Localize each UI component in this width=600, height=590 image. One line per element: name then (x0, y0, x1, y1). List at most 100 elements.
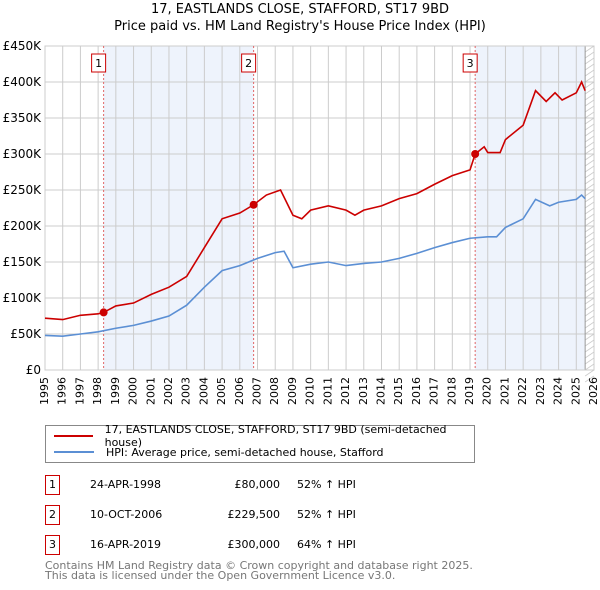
hatch-line (584, 261, 595, 269)
x-tick-label: 2000 (127, 377, 140, 405)
hatch-line (584, 99, 595, 107)
hatch-line (584, 153, 595, 161)
x-tick-label: 2024 (552, 377, 565, 405)
x-tick-label: 2014 (374, 377, 387, 405)
x-tick-label: 2012 (339, 377, 352, 405)
hatch-line (584, 309, 595, 317)
hatch-line (584, 207, 595, 215)
hatch-line (584, 339, 595, 347)
sale-marker-box (91, 53, 107, 73)
hatch-line (584, 243, 595, 251)
chart-subtitle: Price paid vs. HM Land Registry's House … (114, 19, 486, 34)
sale-marker-label: 1 (95, 57, 102, 70)
hatch-line (584, 297, 595, 305)
hatch-line (584, 117, 595, 125)
x-tick-label: 2004 (197, 377, 210, 405)
y-tick-label: £150K (3, 255, 43, 269)
x-tick-label: 1996 (56, 377, 69, 405)
y-tick-label: £250K (3, 183, 43, 197)
hatch-line (584, 45, 595, 53)
x-tick-label: 2019 (463, 377, 476, 405)
x-tick-label: 2017 (428, 377, 441, 405)
sale-marker-label: 3 (467, 57, 474, 70)
footer: Contains HM Land Registry data © Crown c… (45, 559, 473, 582)
hatch-line (584, 57, 595, 65)
hatch-line (584, 237, 595, 245)
sale-point (249, 200, 258, 209)
hatch-line (584, 333, 595, 341)
property-line (44, 80, 586, 321)
hatch-line (584, 225, 595, 233)
hatch-line (584, 267, 595, 275)
hatch-line (584, 249, 595, 257)
hatch-line (584, 195, 595, 203)
hatch-line (584, 135, 595, 143)
y-tick-label: £450K (3, 39, 43, 53)
y-tick-label: £50K (10, 327, 42, 341)
hatch-line (584, 171, 595, 179)
x-tick-label: 2003 (180, 377, 193, 405)
hatch-line (584, 369, 595, 377)
legend: 17, EASTLANDS CLOSE, STAFFORD, ST17 9BD … (45, 423, 475, 463)
x-tick-label: 2013 (357, 377, 370, 405)
y-tick-label: £200K (3, 219, 43, 233)
hatch-line (584, 315, 595, 323)
hatch-line (584, 141, 595, 149)
hatch-line (584, 177, 595, 185)
hatch-line (584, 357, 595, 365)
x-tick-label: 2008 (268, 377, 281, 405)
hatch-line (584, 93, 595, 101)
hatch-line (584, 87, 595, 95)
x-tick-label: 2009 (286, 377, 299, 405)
x-tick-label: 2018 (445, 377, 458, 405)
hatch-line (584, 147, 595, 155)
x-tick-label: 1999 (109, 377, 122, 405)
x-tick-label: 2010 (304, 377, 317, 405)
hatch-line (584, 327, 595, 335)
y-tick-label: £100K (3, 291, 43, 305)
y-tick-label: £350K (3, 111, 43, 125)
hatch-line (584, 231, 595, 239)
hatch-line (584, 291, 595, 299)
hatch-line (584, 255, 595, 263)
sale-marker-box (241, 53, 257, 73)
x-tick-label: 2026 (587, 377, 600, 405)
hatch-line (584, 165, 595, 173)
x-tick-label: 2006 (233, 377, 246, 405)
hatch-line (584, 51, 595, 59)
hatch-line (584, 123, 595, 131)
hatch-line (584, 105, 595, 113)
shaded-region (103, 46, 254, 370)
hatch-line (584, 189, 595, 197)
legend-swatch-hpi (54, 451, 94, 453)
price-chart: 1995 1996 1997 1998 1999 2000 2001 2002 2003 2004… (3, 39, 600, 405)
x-tick-label: 2021 (498, 377, 511, 405)
x-tick-label: 2023 (534, 377, 547, 405)
hatch-line (584, 273, 595, 281)
sale-marker-label: 2 (245, 57, 252, 70)
legend-property: 17, EASTLANDS CLOSE, STAFFORD, ST17 9BD … (104, 423, 447, 449)
legend-hpi: HPI: Average price, semi-detached house,… (106, 445, 384, 459)
x-tick-label: 2002 (162, 377, 175, 405)
x-tick-label: 2016 (410, 377, 423, 405)
hatch-line (584, 183, 595, 191)
hatch-line (584, 159, 595, 167)
x-tick-label: 2007 (251, 377, 264, 405)
hatch-line (584, 75, 595, 83)
x-tick-label: 2022 (516, 377, 529, 405)
y-tick-label: £300K (3, 147, 43, 161)
x-tick-label: 2005 (215, 377, 228, 405)
hatch-line (584, 351, 595, 359)
plot-frame (44, 45, 595, 371)
sale-marker-box (462, 53, 478, 73)
chart-title: 17, EASTLANDS CLOSE, STAFFORD, ST17 9BD (150, 2, 450, 17)
x-tick-label: 2020 (481, 377, 494, 405)
sale-point (99, 308, 108, 317)
sale-row: 1 24-APR-1998 £80,000 52% ↑ HPI (45, 475, 475, 495)
sale-row: 3 16-APR-2019 £300,000 64% ↑ HPI (45, 535, 475, 555)
y-tick-label: £400K (3, 75, 43, 89)
x-tick-label: 2001 (144, 377, 157, 405)
hatch-line (584, 303, 595, 311)
x-tick-label: 1995 (38, 377, 51, 405)
future-region (585, 46, 594, 370)
